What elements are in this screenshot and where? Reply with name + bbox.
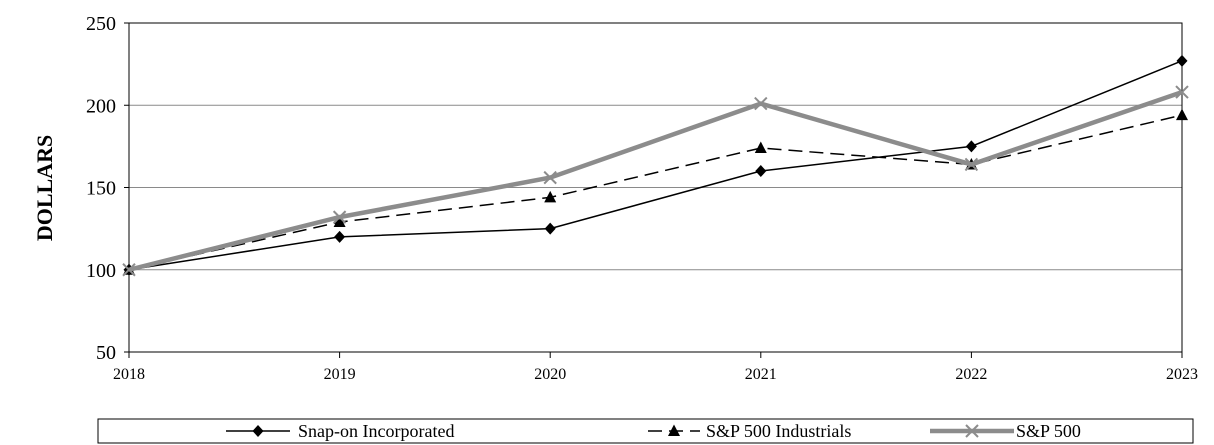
data-point-sandp-500-industrials [754,141,767,154]
x-tick-label: 2023 [1166,366,1198,383]
legend: Snap-on Incorporated S&P 500 Industrials S… [97,418,1194,444]
series-line-sandp-500 [128,89,1183,272]
y-tick-label: 50 [96,342,116,364]
data-point-sandp-500 [332,210,347,224]
data-point-snap-on-incorporated [544,222,556,235]
data-point-snap-on-incorporated [334,230,346,243]
data-point-sandp-500 [1175,85,1189,99]
legend-label-sandp-500: S&P 500 [1016,421,1081,441]
y-axis-title: DOLLARS [32,135,57,241]
series-lines [122,54,1189,277]
data-point-sandp-500-stroke [543,170,557,185]
data-point-snap-on-incorporated [755,165,767,178]
data-point-sandp-500-stroke [964,157,979,172]
x-tick-label: 2018 [113,366,145,383]
data-point-sandp-500-stroke [754,96,768,111]
data-point-sandp-500 [964,157,979,172]
data-point-sandp-500-stroke [1175,85,1189,99]
y-axis: 50 100 150 200 250 [86,13,129,364]
data-point-sandp-500 [122,263,136,277]
y-tick-label: 100 [86,260,116,282]
data-point-sandp-500-industrials [333,215,346,228]
legend-item-snap-on-incorporated: Snap-on Incorporated [226,421,454,441]
series-snap-on-incorporated [123,54,1188,276]
series-sandp-500-industrials [123,108,1188,275]
legend-marker-sandp-500-stroke [965,424,979,438]
data-point-sandp-500 [543,170,557,185]
gridlines [129,104,1182,271]
legend-item-sandp-500-industrials: S&P 500 Industrials [648,421,851,441]
data-point-sandp-500-industrials [544,190,557,203]
y-tick-label: 200 [86,95,116,117]
legend-marker-sandp-500-industrials [668,424,680,436]
legend-marker-sandp-500 [965,424,979,438]
data-point-snap-on-incorporated [1176,54,1188,67]
series-line-snap-on-incorporated [128,60,1183,271]
data-point-sandp-500 [754,96,768,111]
legend-item-sandp-500: S&P 500 [930,421,1081,441]
x-tick-label: 2022 [955,366,987,383]
x-tick-label: 2020 [534,366,566,383]
data-point-sandp-500-industrials [1176,108,1188,121]
x-axis: 2018 2019 2020 2021 2022 2023 [113,352,1198,383]
y-tick-label: 250 [86,13,116,35]
legend-label-snap-on-incorporated: Snap-on Incorporated [298,421,454,441]
legend-marker-snap-on-incorporated [252,425,264,437]
series-sandp-500 [122,85,1189,277]
x-tick-label: 2019 [324,366,356,383]
x-tick-label: 2021 [745,366,777,383]
data-point-snap-on-incorporated [965,140,977,153]
y-tick-label: 150 [86,178,116,200]
legend-label-sandp-500-industrials: S&P 500 Industrials [706,421,851,441]
data-point-sandp-500-stroke [332,210,347,224]
series-line-sandp-500-industrials [128,114,1183,271]
data-point-sandp-500-stroke [122,263,136,277]
